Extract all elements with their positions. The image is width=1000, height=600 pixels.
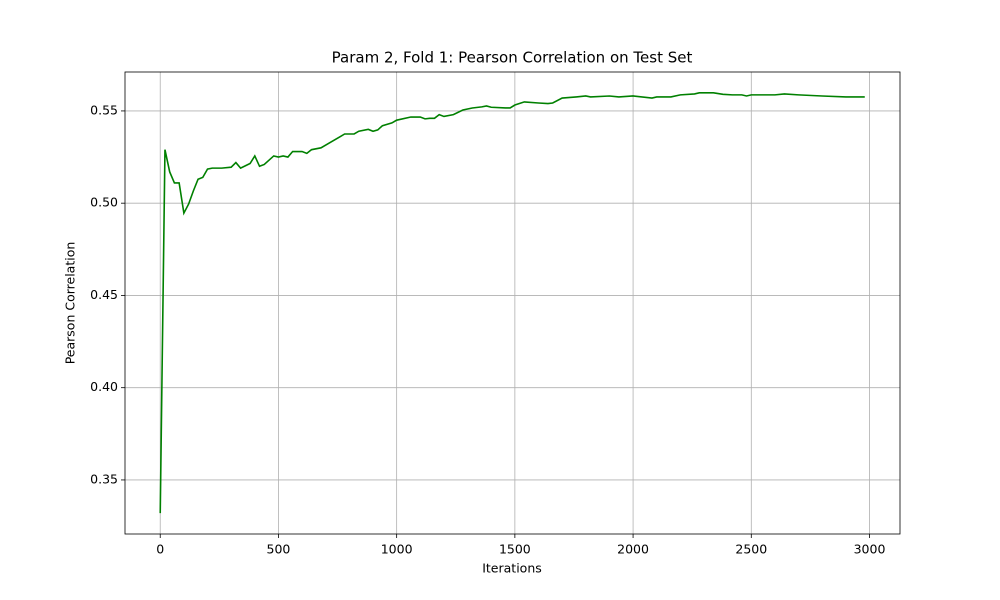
- x-tick-label: 2000: [617, 542, 649, 557]
- y-tick-label: 0.35: [90, 471, 118, 486]
- x-tick-label: 1500: [499, 542, 531, 557]
- y-tick-label: 0.45: [90, 287, 118, 302]
- chart-title: Param 2, Fold 1: Pearson Correlation on …: [332, 49, 693, 67]
- x-tick-label: 2500: [735, 542, 767, 557]
- y-tick-label: 0.50: [90, 195, 118, 210]
- plot-frame: [124, 71, 901, 535]
- x-tick-label: 500: [267, 542, 291, 557]
- data-line: [159, 92, 865, 514]
- x-axis-label: Iterations: [482, 561, 542, 576]
- x-tick-label: 0: [156, 542, 164, 557]
- x-tick-label: 3000: [854, 542, 886, 557]
- y-tick-label: 0.55: [90, 102, 118, 117]
- y-tick-label: 0.40: [90, 379, 118, 394]
- y-axis-label: Pearson Correlation: [63, 242, 78, 365]
- x-tick-label: 1000: [381, 542, 413, 557]
